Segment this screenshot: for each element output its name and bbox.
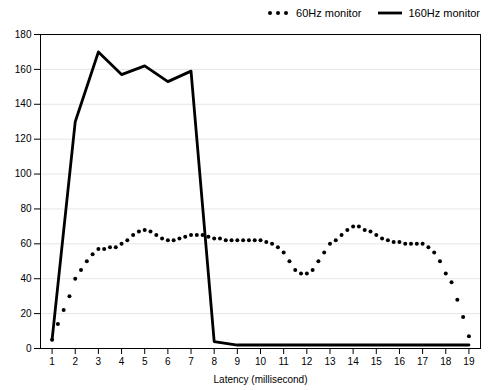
svg-text:18: 18 [440,356,452,367]
svg-text:60: 60 [20,238,32,249]
svg-text:9: 9 [235,356,241,367]
svg-text:10: 10 [255,356,267,367]
svg-text:7: 7 [188,356,194,367]
svg-text:1: 1 [49,356,55,367]
svg-text:4: 4 [119,356,125,367]
svg-text:15: 15 [371,356,383,367]
svg-text:2: 2 [72,356,78,367]
svg-text:0: 0 [26,343,32,354]
svg-text:120: 120 [15,133,32,144]
svg-text:13: 13 [324,356,336,367]
svg-text:19: 19 [463,356,475,367]
svg-text:12: 12 [301,356,313,367]
svg-text:14: 14 [348,356,360,367]
svg-text:100: 100 [15,168,32,179]
svg-text:5: 5 [142,356,148,367]
svg-text:8: 8 [211,356,217,367]
svg-text:17: 17 [417,356,429,367]
svg-text:20: 20 [20,308,32,319]
svg-text:160: 160 [15,64,32,75]
html-text:160Hz monitor: 160Hz monitor [408,7,480,19]
svg-text:6: 6 [165,356,171,367]
svg-text:16: 16 [394,356,406,367]
svg-text:Latency (millisecond): Latency (millisecond) [214,374,308,385]
svg-text:80: 80 [20,203,32,214]
svg-text:140: 140 [15,98,32,109]
html-text:60Hz monitor: 60Hz monitor [296,7,362,19]
svg-text:180: 180 [15,29,32,40]
svg-text:11: 11 [278,356,289,367]
svg-text:40: 40 [20,273,32,284]
svg-text:3: 3 [96,356,102,367]
